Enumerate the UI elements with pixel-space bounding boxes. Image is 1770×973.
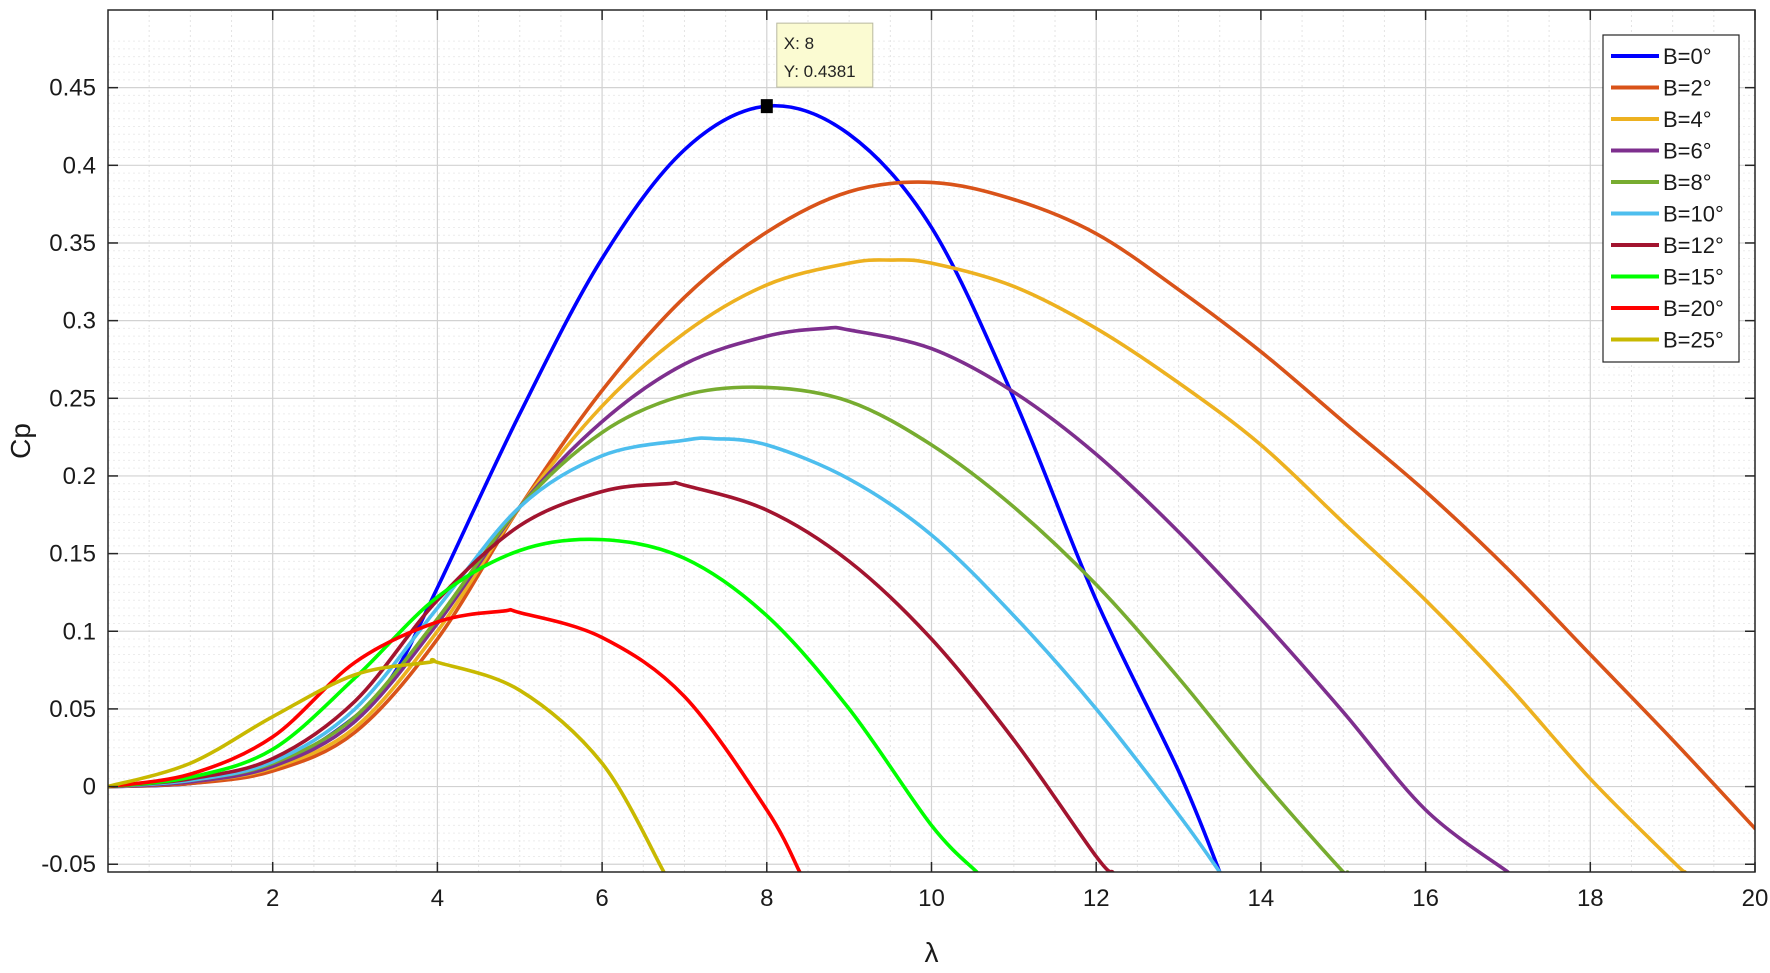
- x-tick-label: 14: [1248, 885, 1275, 912]
- y-tick-label: 0.45: [49, 75, 96, 102]
- axes: [107, 9, 1756, 873]
- y-tick-label: 0.4: [63, 152, 96, 179]
- legend-label-1: B=2°: [1663, 76, 1712, 101]
- y-tick-label: 0.15: [49, 541, 96, 568]
- x-tick-label: 10: [918, 885, 945, 912]
- y-tick-label: 0.35: [49, 230, 96, 257]
- series-line-2: [108, 258, 1687, 872]
- x-tick-label: 6: [595, 885, 608, 912]
- x-tick-label: 18: [1577, 885, 1604, 912]
- legend-label-8: B=20°: [1663, 296, 1724, 321]
- legend: B=0° B=2° B=4° B=6° B=8° B=10° B=12° B=15° B=20°…: [1602, 34, 1740, 363]
- legend-label-6: B=12°: [1663, 233, 1724, 258]
- series-line-9: [108, 657, 666, 872]
- series-line-7: [108, 537, 979, 872]
- x-tick-label: 2: [266, 885, 279, 912]
- data-tip[interactable]: X: 8 Y: 0.4381: [760, 22, 874, 114]
- y-tick-label: -0.05: [41, 851, 96, 878]
- y-axis-label: Cp: [5, 423, 36, 459]
- series-line-6: [108, 480, 1115, 872]
- y-tick-label: 0: [83, 774, 96, 801]
- series-line-4: [108, 385, 1350, 872]
- legend-label-3: B=6°: [1663, 139, 1712, 164]
- data-tip-marker[interactable]: [760, 99, 773, 114]
- series-line-1: [108, 180, 1755, 831]
- tick-labels: 2 4 6 8 10 12 14 16 18 20 -0.05 0 0.05 0.1 0.15 0.2 0.25…: [41, 75, 1768, 912]
- legend-label-2: B=4°: [1663, 107, 1712, 132]
- legend-label-9: B=25°: [1663, 328, 1724, 353]
- x-tick-label: 4: [431, 885, 444, 912]
- x-tick-label: 12: [1083, 885, 1110, 912]
- series-line-5: [108, 436, 1222, 872]
- data-tip-x-text: X: 8: [784, 34, 814, 53]
- x-tick-label: 20: [1742, 885, 1769, 912]
- y-tick-label: 0.05: [49, 696, 96, 723]
- legend-label-7: B=15°: [1663, 265, 1724, 290]
- legend-label-0: B=0°: [1663, 44, 1712, 69]
- y-tick-label: 0.25: [49, 385, 96, 412]
- data-tip-y-text: Y: 0.4381: [784, 62, 856, 81]
- y-tick-label: 0.1: [63, 618, 96, 645]
- series-lines: [108, 103, 1755, 872]
- x-tick-label: 8: [760, 885, 773, 912]
- y-tick-label: 0.3: [63, 308, 96, 335]
- series-line-8: [108, 607, 802, 872]
- x-tick-label: 16: [1412, 885, 1439, 912]
- legend-label-4: B=8°: [1663, 170, 1712, 195]
- y-tick-label: 0.2: [63, 463, 96, 490]
- grid-lines: [108, 10, 1756, 872]
- series-line-3: [108, 325, 1510, 872]
- legend-label-5: B=10°: [1663, 202, 1724, 227]
- x-axis-label: λ: [925, 937, 939, 968]
- data-tip-box: [776, 22, 874, 88]
